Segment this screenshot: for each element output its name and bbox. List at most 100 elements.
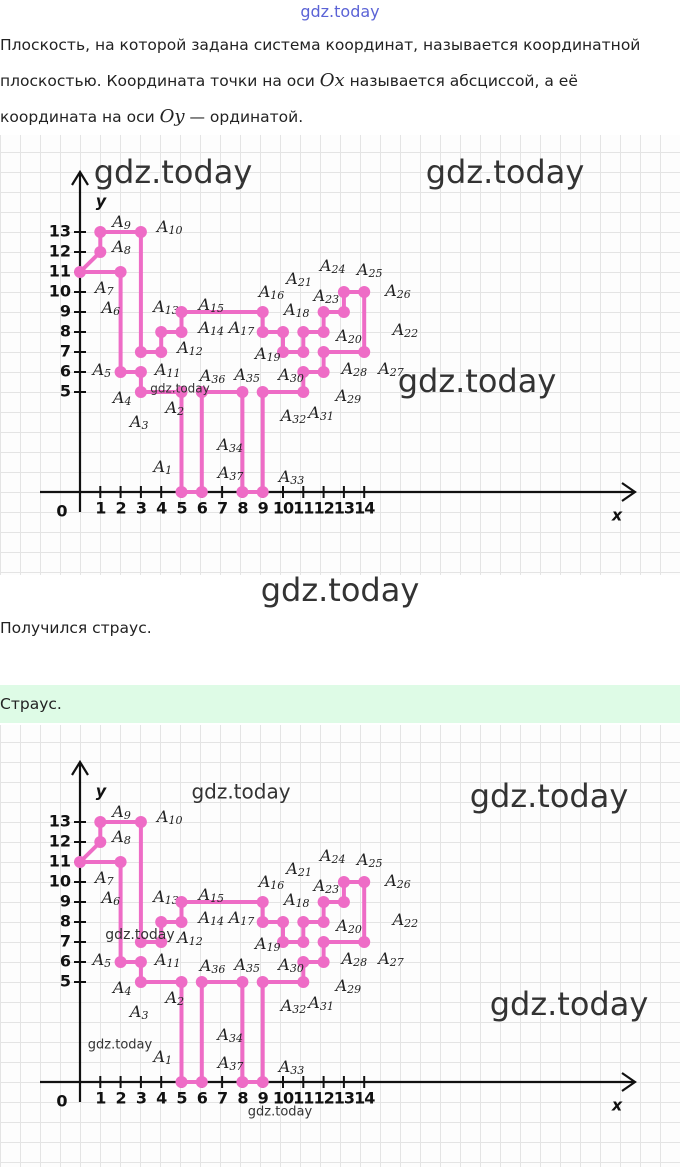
y-tick-label: 13 — [49, 812, 71, 831]
point-label: A9 — [110, 212, 131, 233]
point-letter: A — [153, 950, 167, 969]
watermark: gdz.today — [398, 362, 557, 400]
y-tick-label: 11 — [49, 852, 71, 871]
y-tick-label: 9 — [60, 892, 71, 911]
point-label: A29 — [334, 976, 362, 997]
point-index: 12 — [189, 345, 203, 358]
point-index: 27 — [389, 956, 404, 969]
x-tick-label: 11 — [293, 1089, 314, 1108]
point-letter: A — [100, 888, 114, 907]
point-letter: A — [318, 846, 332, 865]
point-letter: A — [198, 366, 212, 385]
watermark: gdz.today — [88, 1038, 153, 1053]
point — [256, 306, 269, 318]
point-index: 4 — [123, 985, 131, 998]
point-index: 6 — [113, 895, 120, 908]
y-tick-label: 7 — [60, 342, 71, 361]
point-letter: A — [376, 359, 390, 378]
point — [256, 1076, 269, 1088]
point — [134, 976, 147, 988]
point — [337, 876, 350, 888]
point-letter: A — [215, 1025, 229, 1044]
x-tick-label: 5 — [176, 499, 187, 518]
point-label: A7 — [93, 868, 114, 889]
point-label: A30 — [276, 365, 304, 386]
text: — ординатой. — [184, 108, 304, 126]
point-letter: A — [175, 338, 189, 357]
point — [155, 936, 168, 948]
point-index: 7 — [107, 285, 114, 298]
point-label: A30 — [276, 955, 304, 976]
point — [175, 896, 188, 908]
point-label: A17 — [227, 318, 255, 339]
point-label: A26 — [383, 281, 411, 302]
point-label: A13 — [151, 297, 179, 318]
point — [317, 366, 330, 378]
point — [236, 386, 249, 398]
x-tick-label: 3 — [136, 1089, 146, 1108]
x-tick-label: 13 — [334, 499, 354, 518]
point-label: A18 — [282, 890, 310, 911]
point-label: A33 — [277, 467, 305, 488]
point-letter: A — [253, 934, 267, 953]
x-tick-label: 8 — [237, 499, 248, 518]
point-letter: A — [152, 457, 166, 476]
point-label: A24 — [318, 846, 346, 867]
point-label: A8 — [110, 827, 131, 848]
point-letter: A — [197, 295, 211, 314]
point-index: 34 — [229, 1032, 243, 1045]
x-tick-label: 7 — [217, 1089, 227, 1108]
point-label: A36 — [198, 956, 226, 977]
point-index: 10 — [168, 224, 182, 237]
point-label: A5 — [91, 950, 112, 971]
point-letter: A — [318, 256, 332, 275]
point — [317, 916, 330, 928]
point-index: 14 — [210, 915, 224, 928]
point-label: A9 — [110, 802, 131, 823]
point-index: 33 — [290, 474, 304, 487]
point — [134, 386, 147, 398]
point — [94, 836, 107, 848]
point-index: 26 — [396, 288, 411, 301]
point-letter: A — [277, 467, 291, 486]
watermark: gdz.today — [248, 1105, 313, 1120]
point — [155, 346, 168, 358]
point — [134, 346, 147, 358]
x-tick-label: 10 — [273, 499, 294, 518]
point — [236, 976, 249, 988]
point — [175, 326, 188, 338]
point-index: 2 — [176, 995, 184, 1008]
point-letter: A — [334, 916, 348, 935]
point-letter: A — [376, 949, 390, 968]
point-index: 2 — [176, 405, 184, 418]
point — [74, 266, 86, 278]
point-letter: A — [276, 955, 290, 974]
point-letter: A — [334, 976, 348, 995]
point-index: 11 — [166, 957, 180, 970]
y-tick-label: 8 — [60, 912, 71, 931]
x-axis — [40, 482, 637, 502]
point-letter: A — [215, 435, 229, 454]
point-index: 18 — [296, 307, 310, 320]
point-letter: A — [306, 403, 320, 422]
y-tick-label: 10 — [49, 282, 71, 301]
point — [277, 936, 289, 948]
x-tick-label: 12 — [313, 1089, 333, 1108]
point — [358, 876, 371, 888]
point — [297, 326, 310, 338]
point-index: 17 — [240, 915, 254, 928]
point-letter: A — [279, 996, 293, 1015]
point-letter: A — [93, 278, 107, 297]
point-index: 20 — [347, 923, 362, 936]
point-letter: A — [91, 360, 105, 379]
text: называется абсциссой, а её координата на… — [0, 72, 578, 126]
point-label: A6 — [100, 888, 121, 909]
result-text: Получился страус. — [0, 619, 152, 637]
point — [317, 346, 330, 358]
point-label: A2 — [164, 988, 185, 1009]
point-letter: A — [355, 260, 369, 279]
point-index: 34 — [229, 442, 243, 455]
point-letter: A — [110, 802, 124, 821]
point-index: 13 — [165, 304, 179, 317]
